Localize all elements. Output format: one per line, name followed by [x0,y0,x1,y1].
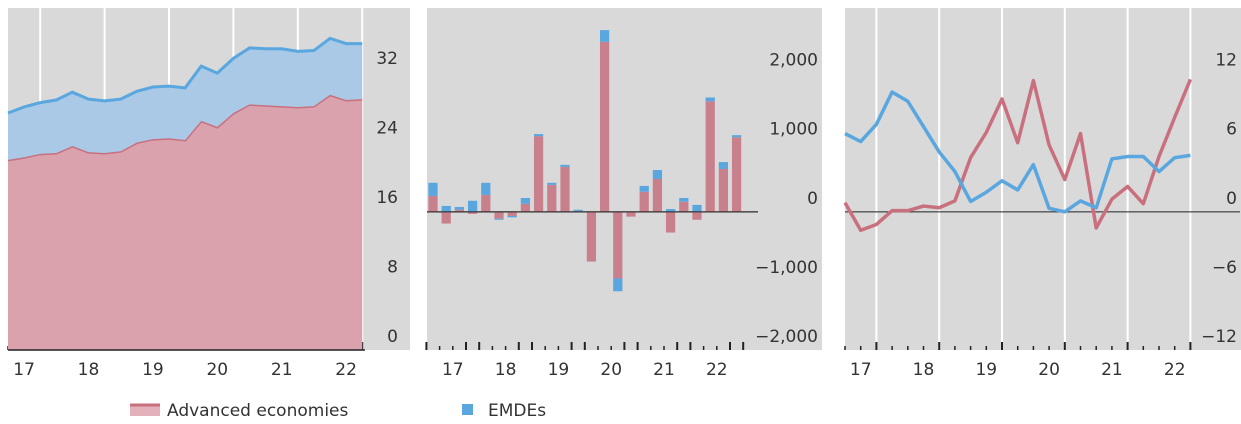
y-tick-label: 16 [376,188,398,208]
area-line [7,36,363,115]
x-tick-label: 22 [1164,360,1186,380]
x-tick-label: 21 [271,360,293,380]
legend-label: EMDEs [488,401,546,421]
x-tick-label: 19 [142,360,164,380]
bar [520,203,531,212]
y-tick-label: −6 [1212,258,1237,278]
x-tick-label: 18 [913,360,935,380]
x-tick-label: 20 [206,360,228,380]
bar [679,198,689,202]
area-fill [8,38,363,160]
bar [454,209,465,212]
y-tick-label: 0 [387,327,398,347]
bar [718,168,729,212]
bar [639,191,649,212]
bar [731,137,742,212]
bar [692,211,702,220]
bar [467,211,478,214]
y-tick-label: −2,000 [755,327,818,347]
bar [520,198,531,204]
legend-swatch [130,404,160,416]
y-tick-label: 24 [376,119,398,139]
y-tick-label: −12 [1201,327,1237,347]
x-tick-label: 18 [78,360,100,380]
bar [494,218,504,220]
bar [665,211,676,233]
y-tick-label: 1,000 [769,120,818,140]
legend-label: Advanced economies [167,401,348,421]
y-tick-label: 2,000 [769,51,818,71]
bar [441,205,451,212]
x-tick-label: 19 [548,360,570,380]
bar [652,170,663,179]
bar [428,195,438,212]
bar [533,136,544,212]
bar [731,135,742,138]
bar [547,182,557,185]
area-fill [8,94,363,350]
legend-swatch [462,404,473,415]
bar [547,184,557,212]
bar [560,166,570,212]
bar [626,211,636,217]
bar [692,204,702,212]
panel-background [845,8,1241,350]
x-tick-label: 21 [653,360,675,380]
x-tick-label: 17 [442,360,464,380]
line [843,78,1193,232]
bar [705,97,715,102]
bar [718,162,729,169]
x-tick-label: 22 [335,360,357,380]
bar [665,209,676,212]
x-tick-label: 17 [850,360,872,380]
bar [639,185,649,192]
x-tick-label: 17 [13,360,35,380]
y-tick-label: 0 [807,189,818,209]
bar [599,41,610,212]
x-tick-label: 19 [975,360,997,380]
y-tick-label: 8 [387,258,398,278]
y-tick-label: 6 [1226,120,1237,140]
bar [560,164,570,167]
bar [507,211,517,216]
panel-background [427,8,822,350]
bar [599,30,610,42]
bar [586,211,597,262]
bar [467,200,478,212]
bar [494,211,504,219]
line [844,90,1191,214]
bar [613,211,623,279]
bar [613,278,623,292]
bar [533,134,544,137]
y-tick-label: 0 [1226,189,1237,209]
y-tick-label: −1,000 [755,258,818,278]
bar [573,209,583,212]
bar [507,215,517,218]
bar [652,179,663,212]
bar [441,211,451,224]
x-tick-label: 20 [1038,360,1060,380]
bar [679,201,689,212]
bar [428,182,438,196]
bar [705,101,715,212]
bar [454,206,465,210]
x-tick-label: 18 [495,360,517,380]
x-tick-label: 22 [706,360,728,380]
y-tick-label: 32 [376,49,398,69]
x-tick-label: 20 [600,360,622,380]
bar [481,182,491,195]
bar [481,194,491,212]
x-tick-label: 21 [1101,360,1123,380]
y-tick-label: 12 [1215,51,1237,71]
